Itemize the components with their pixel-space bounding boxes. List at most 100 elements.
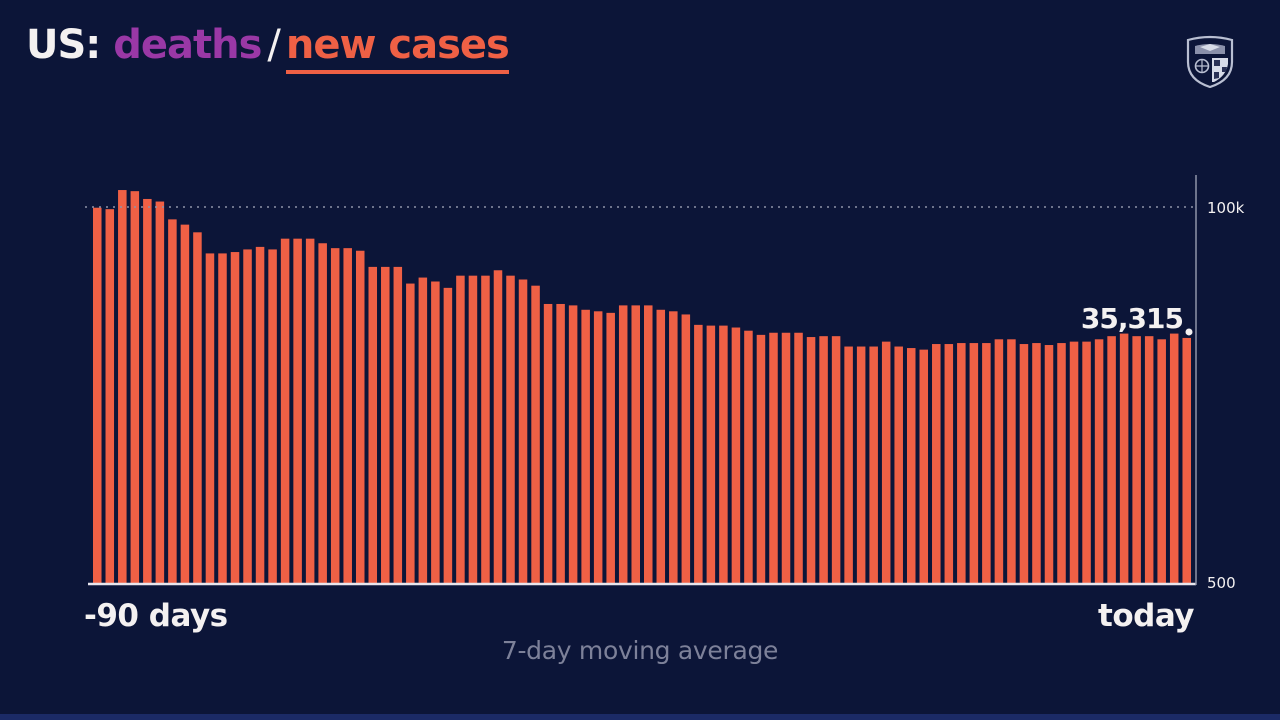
bar-day-35 [518, 279, 528, 583]
bar-day-38 [556, 303, 565, 583]
bar-day-83 [1119, 333, 1129, 583]
bar-day-53 [744, 330, 753, 583]
bar-day-4 [130, 191, 140, 583]
bar-day-55 [769, 332, 778, 583]
bar-day-54 [756, 334, 766, 583]
bar-day-5 [143, 198, 152, 583]
bar-day-13 [243, 249, 252, 583]
bar-day-15 [268, 249, 277, 583]
bar-day-9 [193, 232, 202, 583]
bar-day-18 [305, 238, 315, 584]
bar-day-85 [1144, 336, 1154, 583]
bar-day-24 [381, 266, 390, 583]
x-axis-start-label: -90 days [84, 598, 228, 634]
bar-day-74 [1007, 339, 1016, 583]
bar-day-46 [656, 309, 666, 583]
chart-subtitle: 7-day moving average [501, 636, 779, 665]
bar-day-82 [1107, 336, 1116, 583]
y-tick-label-500: 500 [1207, 574, 1236, 592]
bar-day-26 [406, 283, 415, 583]
bar-day-16 [280, 238, 290, 584]
bar-day-78 [1057, 343, 1066, 583]
chart-title: US: deaths / new cases [26, 22, 510, 74]
bar-day-27 [418, 277, 428, 583]
title-separator: / [267, 22, 281, 68]
bar-day-88 [1182, 337, 1191, 583]
bar-day-86 [1157, 339, 1166, 583]
x-axis-end-label: today [1098, 598, 1194, 634]
y-tick-label-100k: 100k [1207, 199, 1245, 217]
bar-day-42 [606, 312, 615, 583]
bar-day-49 [694, 324, 703, 583]
bar-day-81 [1094, 339, 1104, 583]
bar-day-1 [93, 207, 102, 583]
bar-day-77 [1044, 345, 1054, 583]
bar-day-71 [969, 343, 979, 583]
latest-value-dot [1185, 328, 1193, 336]
bar-day-33 [493, 270, 503, 583]
bar-day-36 [531, 285, 540, 583]
bar-day-65 [894, 346, 903, 583]
bar-day-34 [506, 275, 515, 583]
bar-day-25 [393, 266, 403, 583]
bar-day-28 [431, 281, 440, 583]
bar-day-40 [581, 309, 590, 583]
bar-day-10 [205, 253, 215, 583]
university-shield-icon [1186, 35, 1234, 88]
tab-new-cases[interactable]: new cases [285, 22, 510, 74]
bottom-divider [0, 714, 1280, 720]
bar-day-47 [669, 311, 678, 583]
bar-day-84 [1132, 336, 1141, 583]
bar-day-7 [168, 219, 177, 583]
bar-day-8 [180, 224, 190, 583]
bar-day-62 [856, 346, 866, 583]
bar-day-19 [318, 243, 327, 583]
bar-day-37 [543, 303, 553, 583]
tab-deaths[interactable]: deaths [113, 22, 262, 68]
bar-day-43 [618, 305, 628, 583]
bars [93, 190, 1191, 584]
bar-day-79 [1069, 341, 1079, 583]
bar-day-68 [932, 344, 941, 583]
bar-day-87 [1169, 333, 1179, 583]
bar-day-12 [230, 252, 240, 584]
bar-day-51 [719, 325, 728, 583]
bar-day-67 [919, 349, 929, 583]
bar-day-56 [781, 332, 791, 583]
bar-day-2 [105, 209, 115, 583]
bar-day-76 [1032, 343, 1041, 583]
bar-day-59 [819, 336, 828, 583]
bar-day-21 [343, 248, 352, 583]
bar-day-14 [255, 246, 265, 583]
latest-value-label: 35,315 [1081, 302, 1183, 335]
bar-day-63 [869, 346, 878, 583]
bar-day-20 [330, 248, 340, 583]
bar-day-45 [644, 305, 653, 583]
bar-day-39 [568, 305, 578, 583]
bar-day-30 [456, 275, 465, 583]
bar-day-73 [994, 339, 1004, 583]
bar-day-29 [443, 287, 453, 583]
bar-day-3 [118, 190, 127, 584]
bar-day-61 [844, 346, 853, 583]
bar-day-58 [806, 337, 816, 583]
bar-day-6 [155, 201, 165, 584]
bar-day-22 [355, 250, 365, 584]
bar-day-72 [982, 343, 991, 583]
bar-day-52 [731, 327, 741, 583]
bar-day-50 [706, 325, 716, 583]
bar-day-60 [831, 336, 841, 583]
bar-day-48 [681, 314, 691, 583]
bar-day-66 [906, 348, 916, 583]
bar-day-69 [944, 344, 954, 583]
bar-day-23 [368, 266, 378, 583]
bar-day-31 [468, 275, 478, 583]
bar-day-57 [794, 332, 803, 583]
bar-day-70 [957, 343, 966, 583]
bar-day-11 [218, 253, 227, 583]
bar-day-32 [481, 275, 490, 583]
bar-day-64 [881, 341, 891, 583]
bar-day-41 [593, 311, 603, 583]
bar-day-17 [293, 238, 302, 584]
